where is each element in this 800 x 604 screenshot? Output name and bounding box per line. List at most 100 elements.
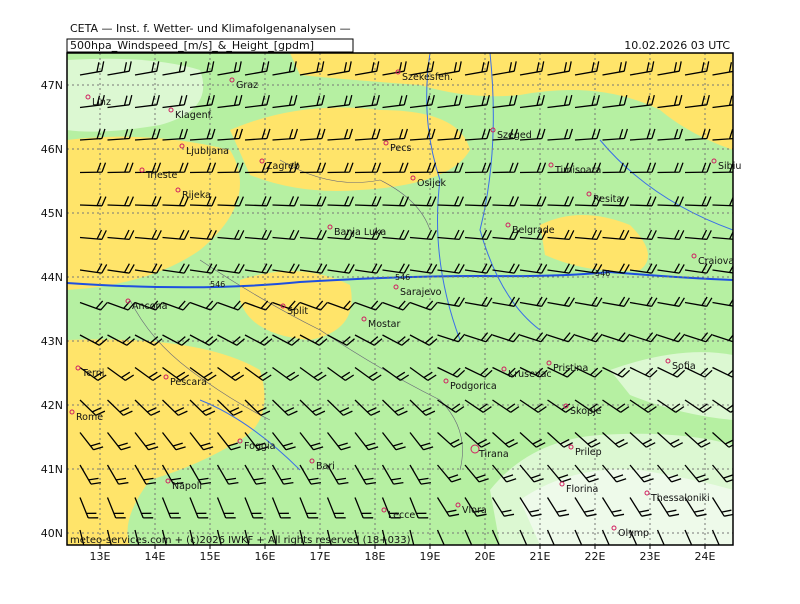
barb [657, 128, 684, 141]
barb [299, 300, 328, 311]
barb [216, 529, 222, 545]
city-label: Olymp [618, 528, 649, 539]
barb [134, 300, 163, 311]
barb [629, 94, 655, 109]
barb [299, 432, 324, 451]
barb [189, 229, 217, 241]
barb [464, 399, 492, 413]
barb [437, 432, 463, 448]
barb [299, 128, 326, 141]
barb [189, 196, 217, 207]
barb [492, 296, 520, 307]
barb [491, 529, 510, 545]
barb [684, 196, 712, 207]
barb [629, 332, 658, 343]
borders [129, 159, 463, 471]
city-label: Resita [593, 194, 622, 205]
barb [437, 196, 464, 207]
barb [547, 399, 575, 413]
barb [546, 497, 570, 517]
barb [574, 263, 603, 274]
barb [189, 334, 218, 346]
lon-label: 22E [585, 550, 606, 563]
city-label: Sarajevo [400, 287, 442, 298]
barb [272, 229, 300, 241]
barb [381, 464, 404, 485]
contour-label: 546 [595, 269, 610, 278]
barb [547, 128, 574, 141]
barb [162, 366, 190, 381]
barb [519, 162, 547, 174]
barb [244, 128, 271, 141]
barb [519, 263, 548, 274]
barb [409, 229, 437, 241]
lon-label: 24E [695, 550, 716, 563]
city-label: Lecce [388, 510, 415, 521]
barb [79, 497, 99, 519]
city-label: Timisoara [554, 165, 601, 176]
barb [162, 300, 191, 311]
lat-label: 43N [41, 335, 63, 348]
grid [67, 53, 733, 545]
barb [79, 300, 108, 311]
barb [464, 162, 492, 174]
barb [134, 128, 161, 141]
barb [299, 263, 328, 274]
barb [684, 332, 713, 343]
barb [134, 229, 162, 241]
barb [216, 497, 236, 519]
lon-label: 16E [255, 550, 276, 563]
barb [107, 196, 134, 207]
barb [519, 229, 547, 241]
barb [657, 162, 684, 174]
barb [547, 296, 575, 307]
city-label: Belgrade [512, 225, 555, 236]
barb [382, 196, 409, 207]
city-marker [309, 458, 315, 464]
barb [354, 399, 381, 416]
barb [409, 128, 436, 141]
barb [244, 94, 270, 109]
barb [519, 332, 548, 343]
barb [437, 229, 465, 241]
lon-label: 17E [310, 550, 331, 563]
barb [684, 296, 713, 307]
barb [519, 296, 548, 307]
barb [382, 263, 410, 274]
barb [409, 529, 415, 545]
barb [244, 366, 272, 381]
barb [134, 432, 159, 451]
barb [327, 128, 354, 141]
barb [161, 464, 184, 485]
barb [162, 162, 189, 174]
barb [409, 334, 438, 346]
barb [519, 366, 548, 378]
barb [684, 497, 707, 517]
barb [162, 229, 190, 241]
barb [657, 432, 683, 448]
field-yellow [540, 215, 648, 271]
barb [161, 432, 186, 451]
city-marker [381, 507, 387, 513]
barb [381, 529, 387, 545]
barb [437, 61, 462, 76]
barb [574, 94, 600, 109]
barb [657, 296, 685, 307]
barb [299, 229, 327, 241]
barb [547, 464, 572, 483]
barb [189, 94, 215, 109]
barb [244, 432, 269, 451]
barb [327, 300, 356, 311]
barb [79, 529, 85, 545]
barb [602, 399, 630, 413]
city-label: Sibiu [718, 161, 741, 172]
city-marker [179, 143, 185, 149]
barb [602, 366, 631, 378]
lon-label: 21E [530, 550, 551, 563]
barb [657, 464, 682, 483]
barb [409, 432, 434, 451]
barb [712, 399, 733, 413]
city-marker [125, 298, 131, 304]
barb [189, 399, 216, 416]
barb [354, 196, 382, 207]
